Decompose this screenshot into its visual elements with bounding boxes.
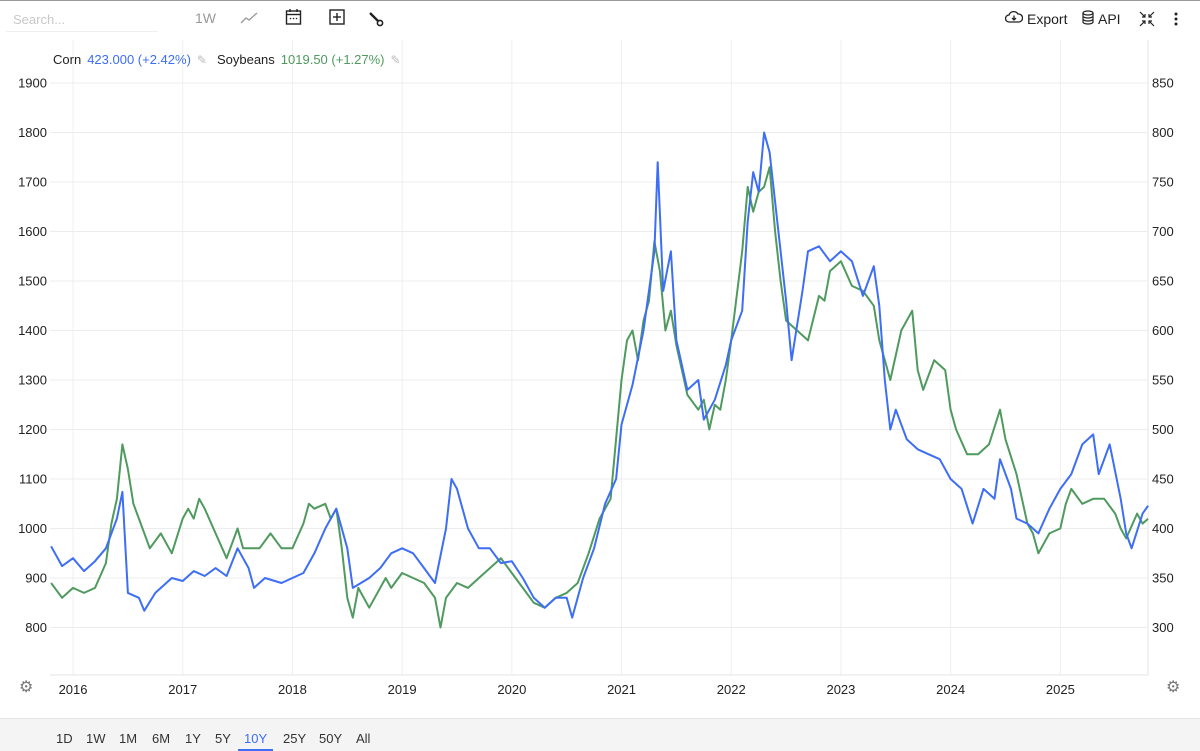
left-axis-tick-label: 1500 [18, 274, 47, 289]
range-1d[interactable]: 1D [56, 731, 73, 746]
x-axis-tick-label: 2021 [607, 682, 636, 697]
range-1w[interactable]: 1W [86, 731, 106, 746]
database-icon [1082, 10, 1094, 28]
search-input[interactable]: Search... [6, 9, 158, 32]
series-line-corn [50, 131, 1149, 619]
legend: Corn 423.000 (+2.42%) ✎ Soybeans 1019.50… [53, 52, 405, 67]
legend-soybeans-name: Soybeans [216, 52, 275, 67]
range-all[interactable]: All [356, 731, 371, 746]
right-axis-tick-label: 750 [1152, 175, 1174, 190]
cloud-download-icon [1004, 10, 1024, 27]
left-axis-tick-label: 1100 [19, 472, 47, 487]
right-axis-tick-label: 300 [1152, 620, 1174, 635]
x-axis-tick-label: 2016 [59, 682, 88, 697]
right-axis-tick-label: 500 [1152, 422, 1174, 437]
x-axis-tick-label: 2025 [1046, 682, 1075, 697]
interval-button[interactable]: 1W [195, 10, 216, 26]
right-axis-tick-label: 450 [1152, 472, 1174, 487]
chart-area[interactable]: 1900 1800 1700 1600 1500 1400 1300 1200 1100 1000… [0, 38, 1200, 718]
range-50y[interactable]: 50Y [319, 731, 343, 746]
edit-pencil-icon[interactable]: ✎ [390, 52, 401, 67]
legend-soybeans-value: 1019.50 (+1.27%) [280, 52, 385, 67]
left-axis-tick-label: 1400 [18, 323, 47, 338]
x-axis-tick-label: 2022 [717, 682, 746, 697]
left-axis-tick-label: 1600 [18, 224, 47, 239]
series-line-soybeans [50, 166, 1149, 629]
right-axis-tick-label: 800 [1152, 125, 1174, 140]
edit-pencil-icon[interactable]: ✎ [196, 52, 207, 67]
api-button[interactable]: API [1082, 10, 1121, 28]
collapse-icon[interactable] [1139, 11, 1155, 27]
range-1y[interactable]: 1Y [185, 731, 201, 746]
left-axis-tick-label: 900 [25, 571, 47, 586]
range-5y[interactable]: 5Y [215, 731, 231, 746]
right-axis-tick-label: 400 [1152, 521, 1174, 536]
right-axis-tick-label: 700 [1152, 224, 1174, 239]
legend-corn-value: 423.000 (+2.42%) [87, 52, 191, 67]
right-axis-tick-label: 550 [1152, 373, 1174, 388]
right-axis-tick-label: 350 [1152, 571, 1174, 586]
x-axis-tick-label: 2020 [497, 682, 526, 697]
toolbar: Search... 1W Export API [0, 0, 1200, 39]
right-axis-settings-icon[interactable]: ⚙ [1166, 679, 1181, 696]
range-6m[interactable]: 6M [152, 731, 171, 746]
left-axis-tick-label: 1000 [18, 521, 47, 536]
legend-corn-name: Corn [53, 52, 82, 67]
left-axis-tick-label: 1300 [18, 373, 47, 388]
x-axis-tick-label: 2023 [826, 682, 855, 697]
x-axis-tick-label: 2024 [936, 682, 965, 697]
right-axis-tick-label: 850 [1152, 76, 1174, 91]
line-chart-icon[interactable] [240, 10, 258, 26]
add-indicator-icon[interactable] [329, 9, 346, 26]
left-axis-tick-label: 1200 [18, 422, 47, 437]
export-button[interactable]: Export [1004, 10, 1068, 27]
left-axis-settings-icon[interactable]: ⚙ [19, 679, 34, 696]
more-menu-icon[interactable] [1174, 11, 1178, 27]
left-axis-tick-label: 1900 [18, 76, 47, 91]
wrench-icon[interactable] [368, 11, 384, 27]
x-axis-tick-label: 2017 [168, 682, 197, 697]
x-axis-tick-label: 2019 [388, 682, 417, 697]
calendar-icon[interactable] [285, 8, 302, 26]
left-axis-tick-label: 1800 [18, 125, 47, 140]
left-axis-tick-label: 1700 [18, 175, 47, 190]
left-axis-tick-label: 800 [25, 620, 47, 635]
range-25y[interactable]: 25Y [283, 731, 307, 746]
api-label: API [1098, 11, 1121, 27]
right-axis-tick-label: 600 [1152, 323, 1174, 338]
export-label: Export [1027, 10, 1068, 27]
range-10y[interactable]: 10Y [238, 731, 274, 751]
range-1m[interactable]: 1M [119, 731, 138, 746]
right-axis-tick-label: 650 [1152, 274, 1174, 289]
range-selector: 1D 1W 1M 6M 1Y 5Y 10Y 25Y 50Y All [0, 718, 1200, 751]
x-axis-tick-label: 2018 [278, 682, 307, 697]
